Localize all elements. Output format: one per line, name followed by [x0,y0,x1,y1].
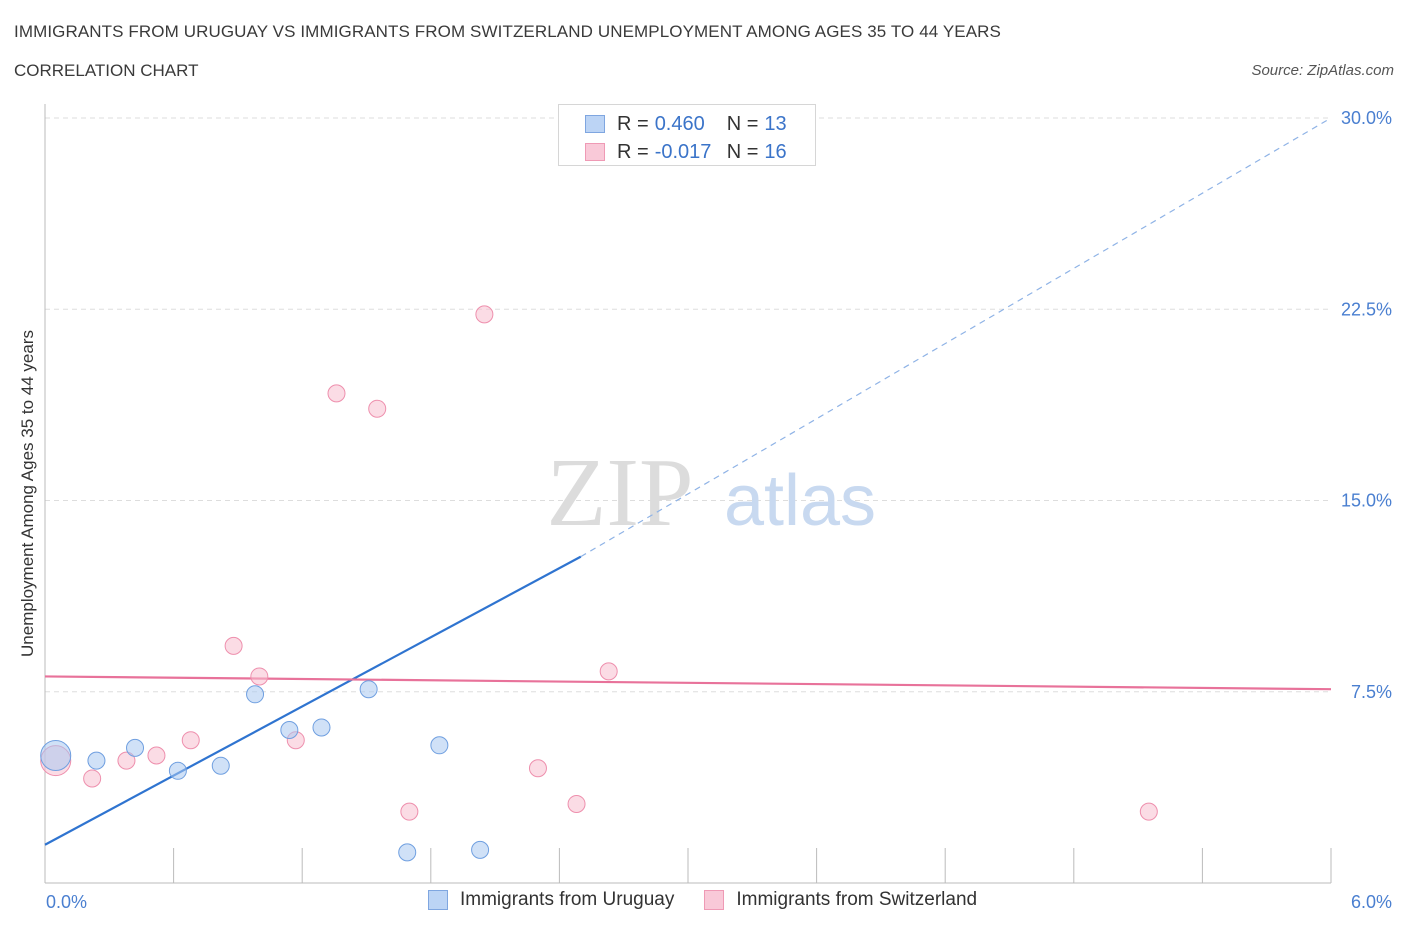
uruguay-point [359,680,378,699]
uruguay-legend-swatch [428,890,448,910]
uruguay-point [280,721,299,739]
y-tick-label: 22.5% [1341,299,1392,319]
r-value-switzerland: -0.017 [654,140,712,163]
y-axis-title: Unemployment Among Ages 35 to 44 years [18,330,37,657]
switzerland-trend-line [44,675,1332,691]
uruguay-point [168,761,187,780]
y-tick-label: 30.0% [1341,108,1392,128]
switzerland-point [250,667,269,686]
r-label: R = [617,112,649,135]
switzerland-point [475,305,494,324]
switzerland-point [83,769,102,788]
uruguay-point [430,736,449,755]
switzerland-point [599,662,618,681]
x-tick-label: 0.0% [46,892,87,912]
legend-item-uruguay: Immigrants from Uruguay [428,889,674,911]
uruguay-trend-extension [580,117,1332,558]
chart-title: IMMIGRANTS FROM URUGUAY VS IMMIGRANTS FR… [14,22,1001,41]
switzerland-point [327,384,346,403]
uruguay-point [211,756,230,775]
uruguay-swatch [585,115,605,133]
watermark-zip: ZIP [547,439,694,547]
r-label: R = [617,140,649,163]
n-value-uruguay: 13 [764,112,787,135]
labels-layer: 7.5% 15.0% 22.5% 30.0% 0.0% 6.0% Unemployment … [18,108,1392,912]
switzerland-point [147,746,166,765]
correlation-legend: R = 0.460 N = 13 R = -0.017 N = 16 [558,104,816,166]
y-tick-label: 7.5% [1351,682,1392,702]
uruguay-point [126,738,145,757]
switzerland-legend-swatch [704,890,725,910]
uruguay-point [398,843,417,862]
n-label: N = [726,112,759,135]
legend-row-switzerland: R = -0.017 N = 16 [585,139,787,165]
watermark-atlas: atlas [724,461,876,541]
switzerland-point [117,751,136,770]
grid-layer [45,117,1331,693]
uruguay-point [471,840,490,859]
switzerland-point [567,794,586,813]
points-layer [40,109,1158,862]
uruguay-point [87,751,106,770]
n-label: N = [726,140,759,163]
y-tick-label: 15.0% [1341,491,1392,511]
switzerland-point [368,399,387,418]
switzerland-point [1139,802,1158,821]
series-legend: Immigrants from Uruguay Immigrants from … [428,889,1007,911]
uruguay-trend-line [44,555,582,846]
switzerland-point [224,636,243,655]
switzerland-point [181,731,200,750]
uruguay-point [312,718,331,737]
n-value-switzerland: 16 [764,140,787,163]
source-credit: Source: ZipAtlas.com [1251,62,1394,79]
chart-subtitle: CORRELATION CHART [14,61,199,80]
r-value-uruguay: 0.460 [654,112,705,135]
watermark: ZIP atlas [547,439,877,547]
legend-label-uruguay: Immigrants from Uruguay [460,889,675,910]
x-tick-label: 6.0% [1351,892,1392,912]
uruguay-point [40,740,72,771]
uruguay-point [246,685,265,704]
switzerland-point [400,802,419,821]
legend-row-uruguay: R = 0.460 N = 13 [585,111,787,137]
switzerland-swatch [585,143,605,161]
legend-item-switzerland: Immigrants from Switzerland [704,889,977,911]
legend-label-switzerland: Immigrants from Switzerland [736,889,978,910]
switzerland-point [528,759,547,778]
